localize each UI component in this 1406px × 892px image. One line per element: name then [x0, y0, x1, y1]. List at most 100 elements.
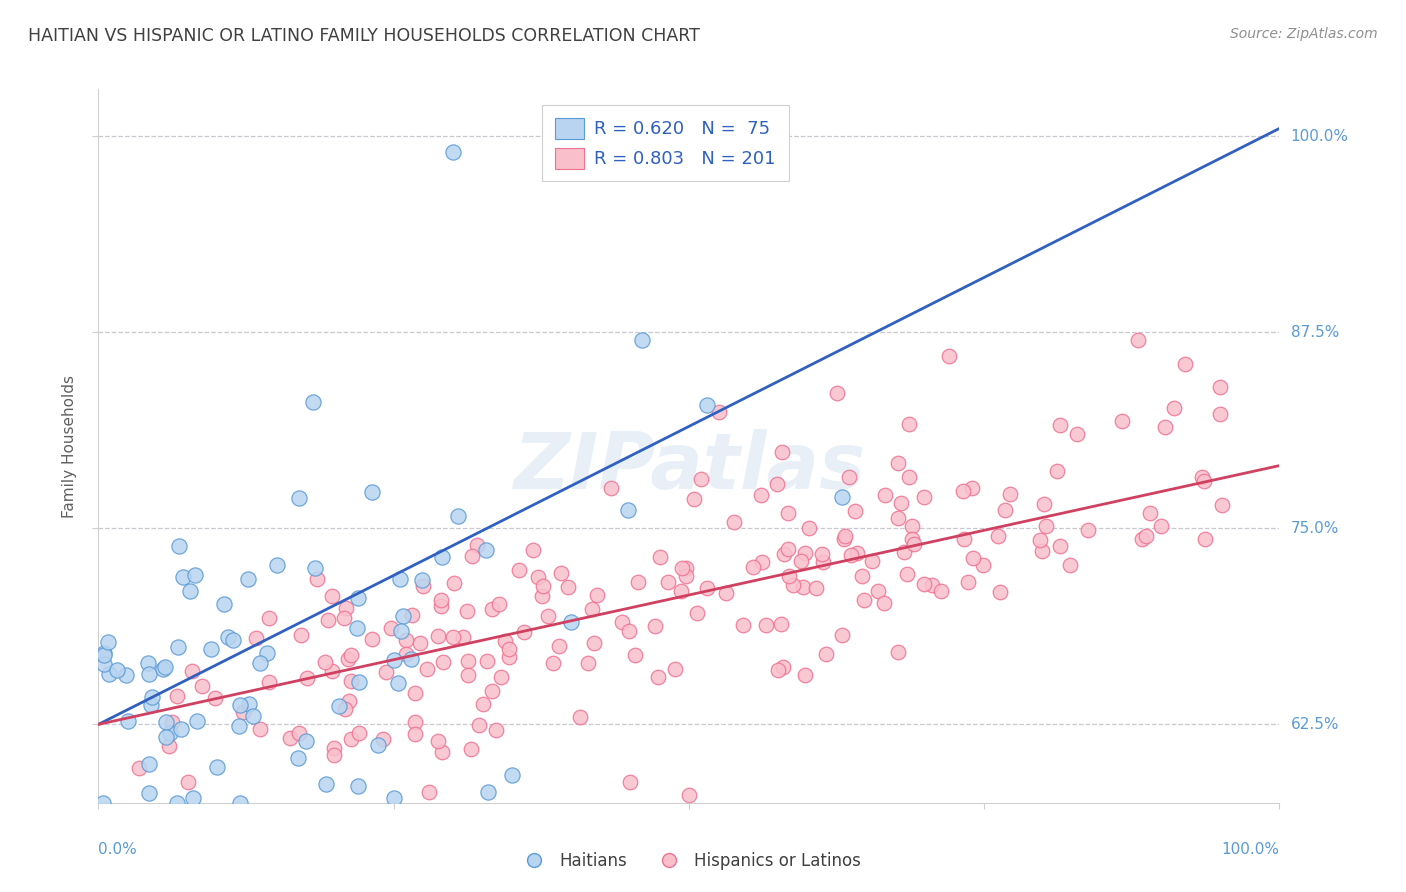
Point — [494, 634, 516, 648]
Point — [887, 645, 910, 659]
Point — [382, 791, 405, 805]
Point — [207, 759, 229, 773]
Point — [773, 547, 796, 561]
Point — [498, 650, 520, 665]
Point — [513, 625, 536, 640]
Point — [531, 579, 554, 593]
Point — [952, 484, 974, 499]
Point — [716, 586, 738, 600]
Point — [831, 628, 853, 642]
Point — [508, 563, 530, 577]
Legend: Haitians, Hispanics or Latinos: Haitians, Hispanics or Latinos — [510, 846, 868, 877]
Point — [166, 796, 188, 810]
Point — [686, 606, 709, 620]
Point — [412, 578, 434, 592]
Point — [792, 580, 814, 594]
Point — [389, 624, 412, 639]
Point — [1029, 533, 1052, 547]
Point — [846, 546, 869, 560]
Point — [1163, 401, 1185, 415]
Point — [337, 694, 360, 708]
Point — [347, 779, 370, 793]
Point — [138, 787, 160, 801]
Point — [794, 668, 817, 682]
Point — [361, 484, 384, 499]
Point — [411, 573, 433, 587]
Point — [477, 785, 499, 799]
Point — [105, 664, 128, 678]
Point — [749, 488, 772, 502]
Point — [453, 630, 475, 644]
Point — [138, 757, 160, 772]
Point — [229, 698, 252, 713]
Point — [432, 655, 454, 669]
Point — [347, 674, 370, 689]
Point — [335, 601, 357, 615]
Point — [128, 761, 150, 775]
Point — [245, 632, 267, 646]
Point — [287, 751, 309, 765]
Point — [238, 573, 260, 587]
Text: ZIPatlas: ZIPatlas — [513, 429, 865, 506]
Point — [527, 570, 550, 584]
Point — [256, 646, 278, 660]
Point — [404, 714, 426, 729]
Point — [139, 698, 162, 712]
Point — [839, 548, 862, 562]
Point — [387, 676, 409, 690]
Text: 0.0%: 0.0% — [98, 842, 138, 856]
Point — [675, 560, 697, 574]
Point — [457, 668, 479, 682]
Point — [912, 577, 935, 591]
Point — [328, 698, 350, 713]
Point — [887, 456, 910, 470]
Point — [465, 538, 488, 552]
Point — [754, 617, 776, 632]
Point — [432, 746, 454, 760]
Point — [776, 541, 799, 556]
Point — [811, 547, 834, 561]
Point — [222, 632, 245, 647]
Text: 87.5%: 87.5% — [1291, 325, 1339, 340]
Point — [1209, 380, 1232, 394]
Point — [489, 670, 512, 684]
Point — [290, 628, 312, 642]
Point — [1035, 519, 1057, 533]
Point — [152, 662, 174, 676]
Point — [560, 615, 582, 630]
Point — [266, 558, 288, 572]
Point — [619, 775, 641, 789]
Point — [766, 477, 789, 491]
Point — [530, 589, 553, 603]
Point — [616, 503, 638, 517]
Point — [138, 667, 160, 681]
Point — [93, 657, 115, 672]
Point — [557, 580, 579, 594]
Point — [1211, 498, 1233, 512]
Point — [429, 599, 451, 614]
Point — [548, 639, 571, 653]
Point — [929, 583, 952, 598]
Point — [550, 566, 572, 581]
Point — [191, 679, 214, 693]
Point — [682, 492, 704, 507]
Point — [460, 742, 482, 756]
Point — [834, 529, 856, 543]
Point — [395, 647, 418, 661]
Point — [664, 662, 686, 676]
Point — [242, 709, 264, 723]
Point — [297, 671, 319, 685]
Point — [475, 654, 498, 668]
Point — [160, 715, 183, 730]
Point — [851, 569, 873, 583]
Point — [897, 470, 920, 484]
Point — [204, 690, 226, 705]
Point — [789, 554, 811, 568]
Point — [582, 636, 605, 650]
Point — [346, 591, 368, 605]
Point — [657, 574, 679, 589]
Point — [689, 472, 711, 486]
Point — [1077, 523, 1099, 537]
Point — [890, 496, 912, 510]
Point — [1150, 518, 1173, 533]
